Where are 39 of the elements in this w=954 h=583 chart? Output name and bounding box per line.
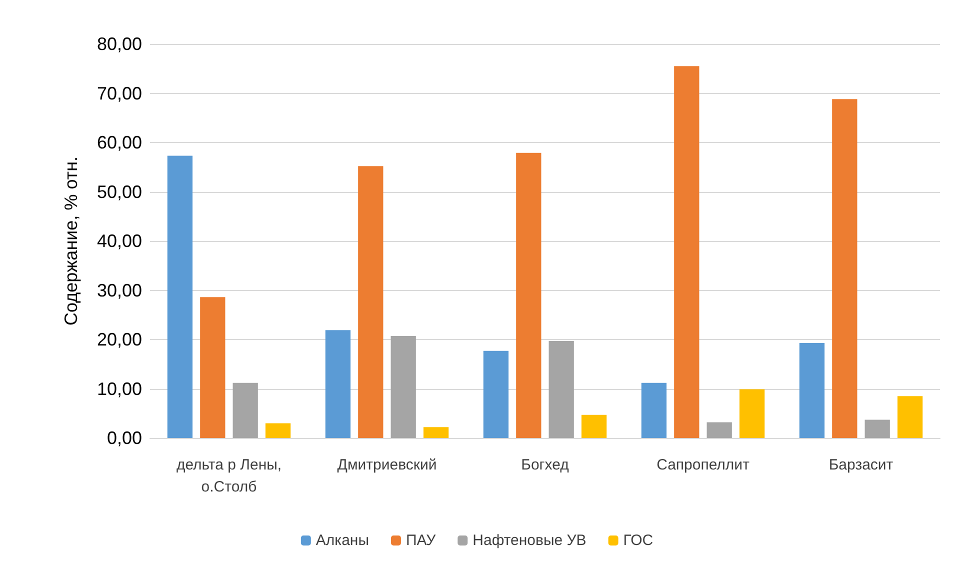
- bar: [390, 336, 416, 438]
- bar: [423, 427, 449, 438]
- bar: [799, 342, 825, 438]
- bar: [200, 297, 226, 438]
- x-tick-label: Сапропеллит: [656, 456, 750, 474]
- x-tick-label: Дмитриевский: [337, 456, 437, 474]
- y-tick-label: 0,00: [106, 428, 142, 448]
- bar: [706, 422, 732, 438]
- y-tick-label: 80,00: [96, 34, 142, 54]
- y-tick-label: 20,00: [96, 330, 142, 350]
- legend-label: ГОС: [623, 532, 654, 549]
- bar: [167, 156, 193, 438]
- legend-label: ПАУ: [406, 532, 436, 549]
- bar: [641, 382, 667, 438]
- y-tick-label: 30,00: [96, 280, 142, 300]
- bar: [483, 350, 509, 438]
- x-tick-label: дельта р Лены, о.Столб: [176, 456, 282, 496]
- bar: [739, 389, 765, 438]
- y-tick-label: 60,00: [96, 132, 142, 152]
- y-tick-label: 10,00: [96, 378, 142, 399]
- bar: [265, 423, 291, 438]
- legend-label: Алканы: [316, 532, 369, 549]
- legend-label: Нафтеновые УВ: [472, 532, 586, 549]
- bar: [864, 420, 890, 438]
- x-tick-label: Барзасит: [828, 456, 894, 474]
- bar: [325, 330, 351, 438]
- x-tick-label: Богхед: [521, 456, 570, 474]
- bar: [358, 166, 384, 438]
- bar: [897, 396, 923, 438]
- y-tick-label: 40,00: [96, 231, 142, 251]
- bar: [548, 340, 574, 438]
- y-axis-title: Содержание, % отн.: [61, 156, 81, 326]
- bar: [674, 66, 700, 438]
- bar: [232, 382, 258, 438]
- bar: [832, 99, 858, 438]
- bar: [516, 152, 542, 438]
- bar: [581, 414, 607, 438]
- y-tick-label: 50,00: [96, 182, 142, 202]
- y-tick-label: 70,00: [96, 83, 142, 104]
